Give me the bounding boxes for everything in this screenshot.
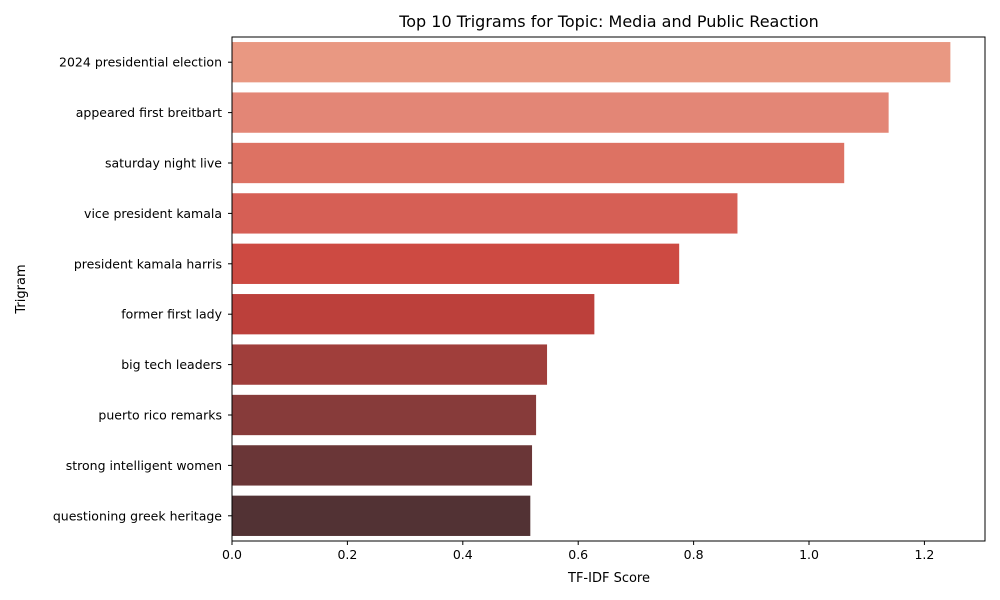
bar-6 <box>232 294 595 335</box>
bars-group <box>232 42 951 536</box>
y-tick-label: vice president kamala <box>84 206 222 221</box>
bar-4 <box>232 193 738 234</box>
y-tick-label: puerto rico remarks <box>98 408 222 423</box>
y-tick-label: appeared first breitbart <box>76 105 222 120</box>
bar-7 <box>232 344 548 385</box>
bar-10 <box>232 495 531 536</box>
y-tick-label: big tech leaders <box>121 357 222 372</box>
y-tick-label: 2024 presidential election <box>59 55 222 70</box>
bar-2 <box>232 92 889 133</box>
y-tick-label: former first lady <box>121 307 222 322</box>
bar-8 <box>232 394 537 436</box>
plot-frame <box>231 36 986 542</box>
x-tick-labels: 0.0 0.2 0.4 0.6 0.8 1.0 1.2 <box>222 541 934 562</box>
x-axis-label: TF-IDF Score <box>567 571 650 586</box>
x-tick-label: 1.2 <box>914 547 934 562</box>
x-tick-label: 1.0 <box>799 547 819 562</box>
x-tick-label: 0.6 <box>568 547 588 562</box>
x-tick-label: 0.8 <box>684 547 704 562</box>
x-tick-label: 0.2 <box>337 547 357 562</box>
bar-5 <box>232 243 680 284</box>
y-tick-label: strong intelligent women <box>66 458 222 473</box>
y-tick-labels: 2024 presidential election appeared first… <box>53 55 232 523</box>
y-axis-label: Trigram <box>14 264 29 314</box>
x-tick-label: 0.0 <box>222 547 242 562</box>
y-tick-label: president kamala harris <box>74 256 222 271</box>
bar-1 <box>232 42 951 83</box>
x-tick-label: 0.4 <box>453 547 473 562</box>
y-tick-label: questioning greek heritage <box>53 508 222 523</box>
bar-9 <box>232 445 533 486</box>
bar-3 <box>232 142 845 184</box>
chart-title: Top 10 Trigrams for Topic: Media and Pub… <box>398 12 819 31</box>
y-tick-label: saturday night live <box>105 156 222 171</box>
